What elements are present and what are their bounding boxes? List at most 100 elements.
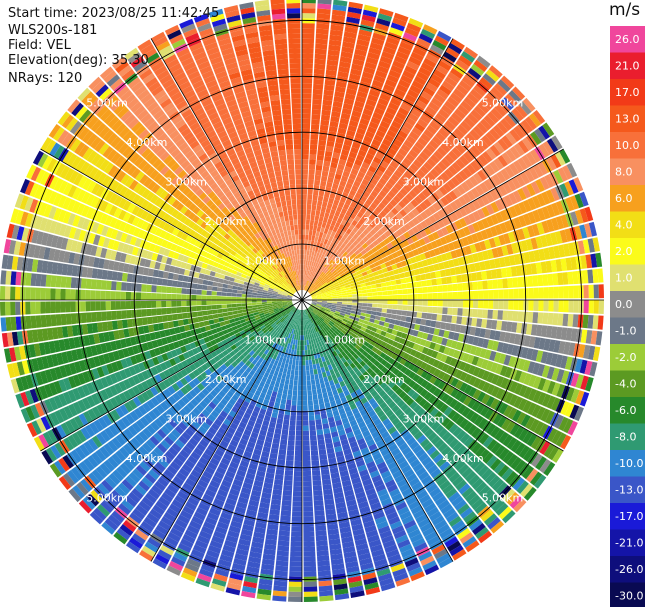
gate-cell bbox=[446, 315, 453, 323]
gate-cell bbox=[367, 52, 380, 61]
gate-cell bbox=[359, 279, 366, 285]
gate-cell bbox=[302, 375, 307, 381]
gate-cell bbox=[545, 189, 556, 203]
gate-cell bbox=[292, 359, 296, 366]
gate-cell bbox=[312, 470, 321, 476]
gate-cell bbox=[305, 280, 309, 286]
gate-cell bbox=[331, 157, 339, 164]
gate-cell bbox=[456, 124, 469, 136]
gate-cell bbox=[541, 220, 550, 234]
gate-cell bbox=[513, 253, 521, 265]
gate-cell bbox=[316, 275, 321, 281]
gate-cell bbox=[317, 393, 323, 400]
gate-cell bbox=[309, 149, 317, 155]
gate-cell bbox=[548, 339, 556, 352]
gate-cell bbox=[302, 164, 309, 170]
gate-cell bbox=[450, 377, 459, 388]
gate-cell bbox=[518, 201, 528, 214]
gate-cell bbox=[436, 175, 447, 186]
gate-cell bbox=[459, 371, 468, 382]
gate-cell bbox=[517, 140, 530, 154]
gate-cell bbox=[322, 232, 327, 239]
gate-cell bbox=[317, 560, 330, 567]
gate-cell bbox=[490, 201, 500, 213]
gate-cell bbox=[305, 360, 309, 366]
gate-cell bbox=[471, 400, 481, 412]
gate-cell bbox=[368, 121, 379, 130]
gate-cell bbox=[452, 88, 466, 100]
gate-cell bbox=[583, 284, 589, 299]
gate-cell bbox=[477, 169, 487, 182]
gate-cell bbox=[395, 262, 403, 269]
gate-cell bbox=[403, 214, 412, 223]
gate-cell bbox=[321, 314, 327, 319]
gate-cell bbox=[316, 154, 324, 161]
gate-cell bbox=[376, 221, 384, 229]
gate-cell bbox=[319, 124, 329, 131]
gate-cell bbox=[316, 429, 324, 436]
gate-cell bbox=[312, 394, 318, 401]
gate-cell bbox=[359, 183, 367, 191]
gate-cell bbox=[304, 285, 306, 291]
gate-cell bbox=[208, 319, 215, 325]
gate-cell bbox=[314, 48, 327, 55]
gate-cell bbox=[441, 80, 455, 92]
gate-cell bbox=[476, 357, 484, 368]
gate-cell bbox=[373, 186, 382, 194]
gate-cell bbox=[316, 283, 322, 288]
gate-cell bbox=[383, 111, 395, 121]
gate-cell bbox=[588, 300, 594, 314]
gate-cell bbox=[460, 120, 472, 132]
gate-cell bbox=[429, 375, 438, 385]
gate-cell bbox=[481, 151, 493, 163]
gate-cell bbox=[346, 234, 353, 242]
gate-cell bbox=[535, 236, 543, 249]
gate-cell bbox=[376, 287, 383, 292]
gate-cell bbox=[472, 253, 480, 263]
gate-cell bbox=[490, 398, 500, 410]
gate-cell bbox=[467, 213, 477, 224]
gate-cell bbox=[541, 393, 552, 408]
gate-cell bbox=[283, 480, 293, 486]
gate-cell bbox=[313, 251, 318, 257]
gate-cell bbox=[397, 267, 404, 274]
gate-cell bbox=[422, 306, 428, 313]
gate-cell bbox=[402, 205, 411, 214]
gate-cell bbox=[331, 237, 337, 244]
gate-cell bbox=[305, 365, 310, 371]
gate-cell bbox=[361, 258, 368, 265]
gate-cell bbox=[537, 377, 547, 391]
gate-cell bbox=[479, 240, 487, 251]
gate-cell bbox=[316, 302, 322, 305]
gate-cell bbox=[399, 209, 408, 218]
gate-cell bbox=[330, 319, 336, 324]
gate-cell bbox=[327, 301, 333, 303]
gate-cell bbox=[384, 332, 392, 339]
gate-cell bbox=[310, 283, 314, 288]
gate-cell bbox=[479, 405, 490, 417]
gate-cell bbox=[298, 370, 302, 376]
gate-cell bbox=[303, 506, 314, 512]
gate-cell bbox=[298, 360, 302, 366]
gate-cell bbox=[341, 290, 347, 294]
gate-cell bbox=[331, 111, 341, 118]
gate-cell bbox=[365, 56, 379, 65]
gate-cell bbox=[400, 247, 408, 255]
gate-cell bbox=[493, 289, 499, 299]
gate-cell bbox=[441, 337, 448, 346]
gate-cell bbox=[446, 385, 455, 396]
gate-cell bbox=[302, 259, 304, 265]
gate-cell bbox=[461, 316, 468, 325]
gate-cell bbox=[352, 226, 359, 234]
gate-cell bbox=[325, 317, 331, 323]
gate-cell bbox=[314, 280, 319, 285]
gate-cell bbox=[360, 326, 367, 332]
gate-cell bbox=[342, 225, 349, 233]
gate-cell bbox=[406, 311, 413, 317]
gate-cell bbox=[491, 173, 502, 186]
gate-cell bbox=[389, 275, 396, 281]
gate-cell bbox=[538, 423, 549, 437]
gate-cell bbox=[543, 287, 549, 299]
gate-cell bbox=[328, 259, 334, 265]
gate-cell bbox=[308, 405, 314, 411]
